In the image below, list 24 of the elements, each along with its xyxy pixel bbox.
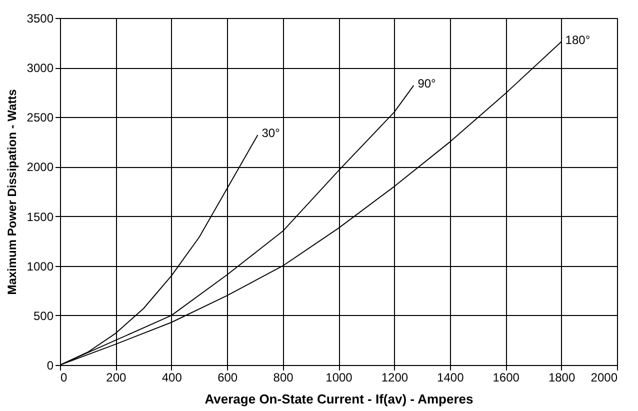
y-tick-label: 1000 [26, 259, 54, 274]
x-tick-label: 800 [273, 370, 294, 384]
y-tick-label: 3000 [26, 61, 54, 76]
x-tick-label: 1000 [326, 370, 353, 384]
series-label: 180° [565, 32, 590, 47]
x-axis-title: Average On-State Current - If(av) - Amperes [204, 392, 474, 406]
y-tick-label: 3500 [26, 12, 54, 26]
y-tick-label: 2500 [26, 110, 54, 125]
x-tick-label: 1800 [548, 370, 576, 384]
x-tick-label: 0 [60, 370, 68, 384]
y-tick-label: 0 [46, 358, 54, 372]
series-label: 90° [418, 76, 436, 90]
x-tick-label: 1600 [492, 370, 520, 384]
y-tick-label: 2000 [26, 160, 54, 174]
series-label: 30° [262, 126, 280, 140]
x-tick-label: 600 [218, 370, 238, 384]
y-tick-label: 1500 [26, 210, 54, 224]
x-tick-label: 200 [106, 370, 127, 384]
y-tick-label: 500 [33, 308, 54, 323]
x-tick-label: 1200 [381, 370, 408, 384]
x-tick-label: 400 [162, 370, 182, 384]
x-tick-label: 1400 [437, 370, 464, 384]
x-tick-label: 2000 [590, 370, 618, 384]
y-axis-title: Maximum Power Dissipation - Watts [4, 88, 19, 295]
